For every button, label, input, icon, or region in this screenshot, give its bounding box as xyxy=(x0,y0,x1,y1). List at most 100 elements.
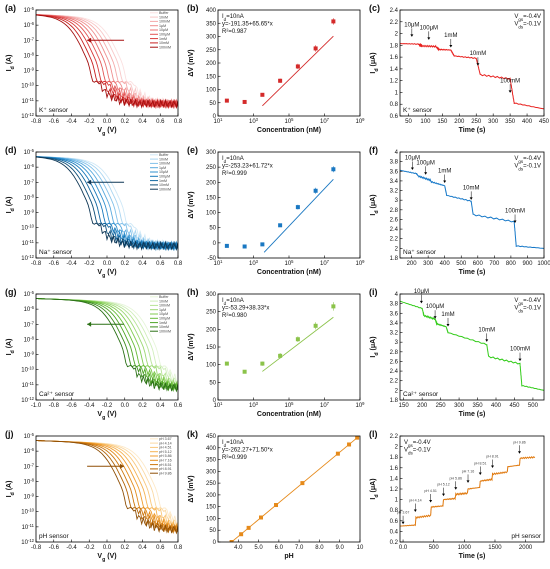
data-point xyxy=(242,99,247,104)
transfer-curve xyxy=(36,14,178,109)
transfer-curve xyxy=(36,14,178,108)
step-label: pH 4.14 xyxy=(409,499,422,503)
legend-entry: 1μM xyxy=(159,166,166,170)
y-axis-label: ΔV (mV) xyxy=(188,191,195,218)
y-tick-label: 2.4 xyxy=(390,8,399,14)
panel-l: (l) 0.0 500 1000 1500 2000 0.2 0.4 0.6 0.8 1 1.2 1.4… xyxy=(369,429,545,560)
x-tick-label: 101 xyxy=(213,259,223,268)
bias-annotation: Vds=-0.1V xyxy=(514,306,541,314)
y-tick-label: 100 xyxy=(206,211,217,217)
x-ticks: 200 300 400 500 600 700 800 900 1000 xyxy=(407,255,550,267)
legend-entry: pH 3.67 xyxy=(159,437,172,441)
x-tick-label: 0.6 xyxy=(156,545,165,551)
plot-area xyxy=(36,156,178,252)
x-tick-label: -0.4 xyxy=(66,261,77,267)
step-label: 100mM xyxy=(510,347,530,353)
x-tick-label: 0.0 xyxy=(103,261,112,267)
fit-annotation: R²=0.999 xyxy=(222,455,248,461)
data-point xyxy=(313,46,318,51)
step-label: pH 8.91 xyxy=(486,455,499,459)
x-tick-label: 5.0 xyxy=(254,545,263,551)
shift-arrow-head xyxy=(87,179,92,185)
y-tick-label: 10-9 xyxy=(24,208,35,217)
y-tick-label: 10-10 xyxy=(21,223,34,232)
data-point xyxy=(300,481,305,486)
x-tick-label: 107 xyxy=(320,401,330,410)
step-arrow-head xyxy=(442,493,446,497)
y-ticks: 0.6 0.8 1 1.2 1.4 1.6 1.8 2 2.2 2.4 xyxy=(390,8,403,120)
fit-annotation: Id=10nA xyxy=(222,298,244,306)
x-tick-label: 0.0 xyxy=(399,545,408,551)
legend-entry: 1mM xyxy=(159,37,167,41)
fit-annotation: Id=10nA xyxy=(222,14,244,22)
step-arrow-head xyxy=(513,220,517,223)
transfer-curve xyxy=(36,156,178,251)
x-tick-label: 400 xyxy=(440,261,451,267)
x-tick-label: 7.0 xyxy=(295,545,304,551)
x-tick-label: 103 xyxy=(249,401,259,410)
legend-entry: pH 4.51 xyxy=(159,446,172,450)
plot-area xyxy=(400,455,536,527)
plot-frame xyxy=(217,293,361,401)
legend-entry: 10μM xyxy=(159,312,168,316)
x-tick-label: 109 xyxy=(355,259,365,268)
y-tick-label: 3.4 xyxy=(390,321,399,327)
x-ticks: -0.8 -0.6 -0.4 -0.2 0.0 0.2 0.4 0.6 0.8 xyxy=(31,113,183,125)
data-point xyxy=(278,78,283,83)
y-tick-label: 0.6 xyxy=(390,519,399,525)
y-axis-label: Id (μA) xyxy=(370,478,380,499)
step-arrow-head xyxy=(485,339,489,342)
y-tick-label: 10-9 xyxy=(24,66,35,75)
y-tick-label: 1.4 xyxy=(390,67,399,73)
y-tick-label: 150 xyxy=(206,505,217,511)
y-tick-label: 50 xyxy=(209,380,216,386)
plot-area xyxy=(400,300,544,391)
x-tick-label: 600 xyxy=(473,261,484,267)
y-ticks: 1.8 2 2.2 2.4 2.6 2.8 3 3.2 3.4 3.6 3.8 4 xyxy=(390,150,403,262)
x-tick-label: 400 xyxy=(522,119,533,125)
y-tick-label: 0.4 xyxy=(390,529,399,535)
step-arrow-head xyxy=(491,465,495,469)
panel-letter: (b) xyxy=(187,3,199,13)
y-tick-label: 1.8 xyxy=(390,256,399,262)
x-tick-label: 100 xyxy=(420,119,431,125)
data-point xyxy=(259,515,264,520)
x-tick-label: -0.2 xyxy=(102,403,113,409)
x-tick-label: 0.0 xyxy=(103,545,112,551)
step-label: pH 5.12 xyxy=(437,483,450,487)
step-label: pH 9.86 xyxy=(513,440,526,444)
y-tick-label: 10-9 xyxy=(24,492,35,501)
plot-frame xyxy=(399,293,545,401)
legend-entry: 1μM xyxy=(159,308,166,312)
y-tick-label: 2 xyxy=(395,246,399,252)
x-tick-label: 103 xyxy=(249,117,259,126)
y-tick-label: 1.6 xyxy=(390,466,399,472)
y-tick-label: 1.2 xyxy=(390,79,399,85)
y-tick-label: 150 xyxy=(206,345,217,351)
shift-arrow-head xyxy=(87,321,92,327)
step-label: 10mM xyxy=(470,51,487,57)
y-tick-label: -50 xyxy=(207,256,216,262)
y-tick-label: 0.8 xyxy=(390,508,399,514)
shift-arrow-head xyxy=(120,463,125,469)
panel-k: (k)4.0 5.0 6.0 7.0 8.0 9.0 1005010015020025030… xyxy=(187,429,364,560)
step-label: pH 7.16 xyxy=(462,469,475,473)
step-label: 100μM xyxy=(420,25,438,31)
step-label: 1mM xyxy=(441,312,454,318)
y-tick-label: 2.4 xyxy=(390,227,399,233)
y-tick-label: 4 xyxy=(395,292,399,298)
sensor-label: Ca²⁺ sensor xyxy=(403,391,439,398)
y-tick-label: 10-10 xyxy=(21,365,34,374)
y-tick-label: 2.4 xyxy=(390,369,399,375)
y-tick-label: 100 xyxy=(206,363,217,369)
transfer-curve xyxy=(36,14,178,109)
plot-frame xyxy=(399,435,545,543)
y-tick-label: 200 xyxy=(206,180,217,186)
bias-annotation: Vgs=-0.4V xyxy=(514,298,541,306)
sensor-label: K⁺ sensor xyxy=(403,107,433,114)
transfer-curve xyxy=(36,156,178,251)
x-tick-label: 300 xyxy=(454,403,465,409)
legend-entry: 10mM xyxy=(159,325,169,329)
data-point xyxy=(313,188,318,193)
panel-c: (c) 50 100 150 200 250 300 350 400 450 0.6 0.8 1 1.2 1… xyxy=(369,3,550,134)
